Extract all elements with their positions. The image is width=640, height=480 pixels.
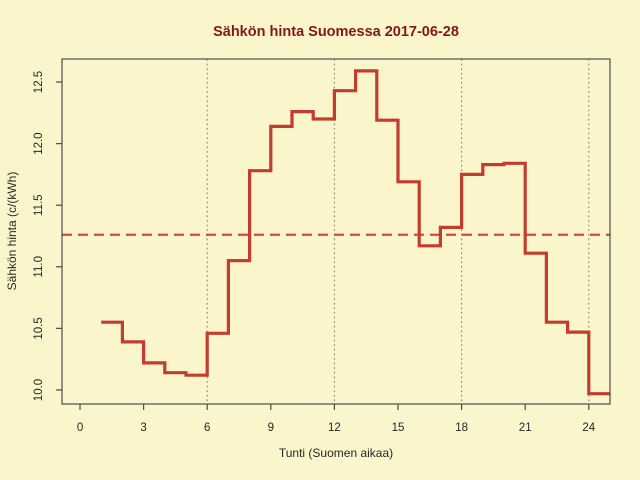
x-tick-label-9: 9 [268,422,274,434]
x-tick-label-6: 6 [204,422,210,434]
y-tick-label-11.5: 11.5 [33,194,45,216]
chart-title: Sähkön hinta Suomessa 2017-06-28 [213,24,459,40]
y-tick-label-10.0: 10.0 [33,379,45,401]
x-tick-label-15: 15 [392,422,405,434]
x-tick-label-0: 0 [77,422,83,434]
axes: 0 3 6 9 12 15 18 21 24 10.0 10.5 11.0 11.5 12.0 12.5 [33,71,596,434]
y-tick-label-12.0: 12.0 [33,132,45,154]
price-step-series [101,69,610,396]
x-axis-label: Tunti (Suomen aikaa) [279,446,393,460]
y-tick-label-10.5: 10.5 [33,317,45,339]
y-tick-label-12.5: 12.5 [33,71,45,93]
x-tick-label-24: 24 [582,422,595,434]
x-tick-label-3: 3 [140,422,146,434]
y-tick-label-11.0: 11.0 [33,256,45,278]
price-step-line [101,69,610,396]
x-tick-label-12: 12 [328,422,341,434]
plot-box [61,58,611,405]
y-axis-label: Sähkön hinta (c/(kWh) [5,172,19,291]
x-tick-label-21: 21 [519,422,532,434]
x-tick-label-18: 18 [455,422,468,434]
